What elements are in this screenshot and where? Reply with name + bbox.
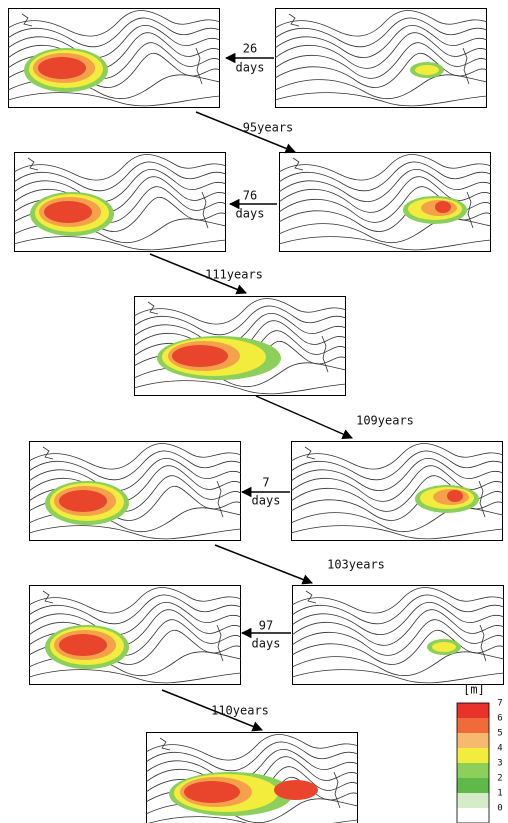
recurrence: 109years xyxy=(356,414,414,428)
interval-value: 26 xyxy=(243,42,257,56)
page: {"intervals": [ {"value": "26", "unit": … xyxy=(0,0,508,823)
panel xyxy=(146,733,358,823)
panel xyxy=(8,9,220,108)
legend-label: 1 xyxy=(497,789,502,799)
interval-unit: days xyxy=(236,61,265,75)
legend-label: 5 xyxy=(497,729,502,739)
recurrence: 111years xyxy=(205,268,263,282)
interval-unit: days xyxy=(252,494,281,508)
panel xyxy=(291,442,503,541)
legend-unit: [m] xyxy=(463,683,485,697)
interval-value: 97 xyxy=(259,619,273,633)
recurrence: 95years xyxy=(243,121,294,135)
legend-label: 7 xyxy=(497,699,502,709)
legend-label: 3 xyxy=(497,759,502,769)
recurrence: 103years xyxy=(327,558,385,572)
legend-label: 4 xyxy=(497,744,502,754)
recurrence: 110years xyxy=(211,704,269,718)
panel xyxy=(29,586,241,685)
panel xyxy=(292,586,504,685)
legend-label: 2 xyxy=(497,774,502,784)
panel xyxy=(279,153,491,252)
interval-value: 76 xyxy=(243,189,257,203)
legend: [m] 7 6 5 4 3 2 1 0 xyxy=(457,683,503,823)
legend-label: 6 xyxy=(497,714,502,724)
interval-value: 7 xyxy=(262,476,269,490)
interval-unit: days xyxy=(236,207,265,221)
panel xyxy=(134,297,346,396)
panel xyxy=(275,9,487,108)
legend-label: 0 xyxy=(497,804,502,814)
figure: 26 days 76 days 7 days 97 days 95years 1… xyxy=(0,0,508,823)
panel xyxy=(29,442,241,541)
panel xyxy=(14,153,226,252)
interval-unit: days xyxy=(252,637,281,651)
